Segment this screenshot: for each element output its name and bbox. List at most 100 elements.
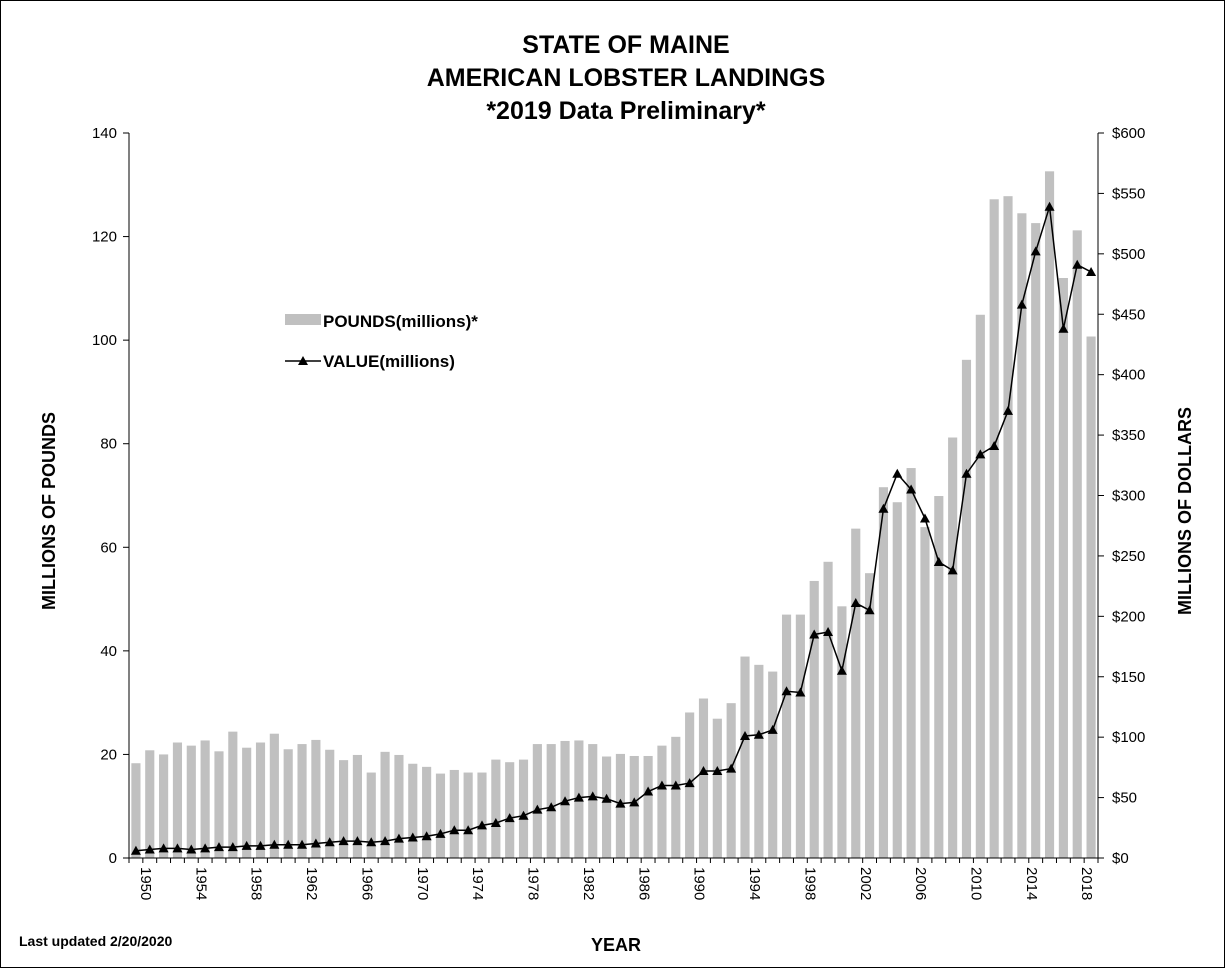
bar-1951 xyxy=(145,750,155,858)
bar-1979 xyxy=(532,744,542,858)
bar-1961 xyxy=(283,749,293,858)
right-tick-label: $100 xyxy=(1112,729,1145,746)
value-series-line xyxy=(135,206,1092,852)
x-tick-label: 2018 xyxy=(1078,867,1095,900)
bar-2016 xyxy=(1044,171,1055,858)
bar-1987 xyxy=(643,755,653,858)
right-tick-label: $550 xyxy=(1112,185,1145,202)
bar-1993 xyxy=(726,703,736,858)
bar-1994 xyxy=(740,656,750,858)
left-tick-label: 100 xyxy=(92,332,117,349)
value-marker-1984 xyxy=(601,793,612,803)
value-marker-1951 xyxy=(144,844,155,854)
legend-swatch-pounds xyxy=(285,314,321,325)
x-axis-ticks: 1950 1954 1958 1962 1966 1970 1974 1978 1982 1986… xyxy=(128,858,1099,900)
value-marker-1972 xyxy=(435,828,446,838)
value-marker-2004 xyxy=(878,503,889,513)
value-marker-1996 xyxy=(767,724,778,734)
bar-1996 xyxy=(768,671,778,858)
left-tick-label: 140 xyxy=(92,125,117,142)
value-marker-1966 xyxy=(352,836,363,846)
x-tick-label: 1966 xyxy=(358,867,375,900)
value-marker-1964 xyxy=(324,837,335,847)
bar-1991 xyxy=(698,698,709,858)
bar-1959 xyxy=(255,742,266,858)
value-marker-1978 xyxy=(518,810,529,820)
bar-1970 xyxy=(408,763,418,858)
value-marker-1998 xyxy=(795,687,806,697)
bar-1965 xyxy=(339,760,349,859)
value-marker-1993 xyxy=(726,763,737,773)
bar-2003 xyxy=(865,573,875,858)
value-marker-1986 xyxy=(629,797,640,807)
right-tick-label: $350 xyxy=(1112,427,1145,444)
value-marker-1952 xyxy=(158,843,169,853)
value-marker-2014 xyxy=(1016,299,1027,309)
value-marker-2013 xyxy=(1003,405,1014,415)
value-marker-2007 xyxy=(919,513,930,523)
value-marker-2002 xyxy=(850,598,861,608)
x-axis-title: YEAR xyxy=(591,935,641,955)
value-marker-2001 xyxy=(836,665,847,675)
x-tick-label: 2002 xyxy=(857,867,874,900)
left-tick-label: 80 xyxy=(100,436,117,453)
value-marker-1992 xyxy=(712,766,723,775)
legend-label-value: VALUE(millions) xyxy=(323,352,455,371)
bar-2019 xyxy=(1086,336,1096,858)
bar-1984 xyxy=(602,756,612,858)
value-marker-2010 xyxy=(961,468,972,478)
right-axis-title: MILLIONS OF DOLLARS xyxy=(1175,407,1195,615)
value-marker-1982 xyxy=(573,792,584,802)
x-tick-label: 1970 xyxy=(414,867,431,900)
right-tick-label: $400 xyxy=(1112,367,1145,384)
value-marker-1959 xyxy=(255,840,266,850)
value-marker-1974 xyxy=(463,825,474,835)
value-marker-1962 xyxy=(297,839,308,849)
bar-2002 xyxy=(851,528,861,858)
bar-1972 xyxy=(435,773,446,858)
bar-1958 xyxy=(242,747,252,858)
bar-1986 xyxy=(629,755,639,858)
bar-1988 xyxy=(657,745,667,859)
bar-1971 xyxy=(422,766,432,858)
value-marker-2015 xyxy=(1030,246,1041,256)
bar-1974 xyxy=(463,772,473,858)
right-tick-label: $50 xyxy=(1112,790,1137,807)
value-marker-1991 xyxy=(698,766,709,775)
x-tick-label: 1982 xyxy=(580,867,597,900)
value-marker-1990 xyxy=(684,778,695,788)
bar-1992 xyxy=(712,718,722,858)
bar-2007 xyxy=(920,527,930,858)
value-marker-1968 xyxy=(380,836,391,846)
x-tick-label: 1998 xyxy=(801,867,818,900)
value-marker-2006 xyxy=(906,484,917,494)
value-marker-2000 xyxy=(823,627,834,637)
value-marker-1958 xyxy=(241,840,252,850)
right-tick-label: $450 xyxy=(1112,306,1145,323)
value-marker-2016 xyxy=(1044,201,1055,211)
bar-1983 xyxy=(588,744,598,858)
bar-1953 xyxy=(172,742,183,858)
right-tick-label: $250 xyxy=(1112,548,1145,565)
x-tick-label: 2014 xyxy=(1023,867,1040,900)
bar-1968 xyxy=(380,751,390,858)
value-marker-1956 xyxy=(213,842,224,852)
chart-title: STATE OF MAINE AMERICAN LOBSTER LANDINGS… xyxy=(427,31,826,125)
left-tick-label: 60 xyxy=(100,539,117,556)
bar-1989 xyxy=(671,736,681,858)
legend-triangle-marker xyxy=(298,356,308,365)
value-marker-1975 xyxy=(476,820,487,830)
value-marker-1970 xyxy=(407,832,418,842)
value-marker-1994 xyxy=(740,730,751,740)
value-marker-1954 xyxy=(186,844,197,854)
left-axis-title: MILLIONS OF POUNDS xyxy=(39,412,59,610)
x-tick-label: 1986 xyxy=(635,867,652,900)
value-marker-1957 xyxy=(227,842,238,852)
x-tick-label: 1958 xyxy=(248,867,265,900)
value-marker-2012 xyxy=(989,440,1000,450)
value-marker-1983 xyxy=(587,791,598,801)
value-marker-1980 xyxy=(546,802,557,812)
bar-1957 xyxy=(228,731,238,858)
value-marker-1979 xyxy=(532,804,543,814)
